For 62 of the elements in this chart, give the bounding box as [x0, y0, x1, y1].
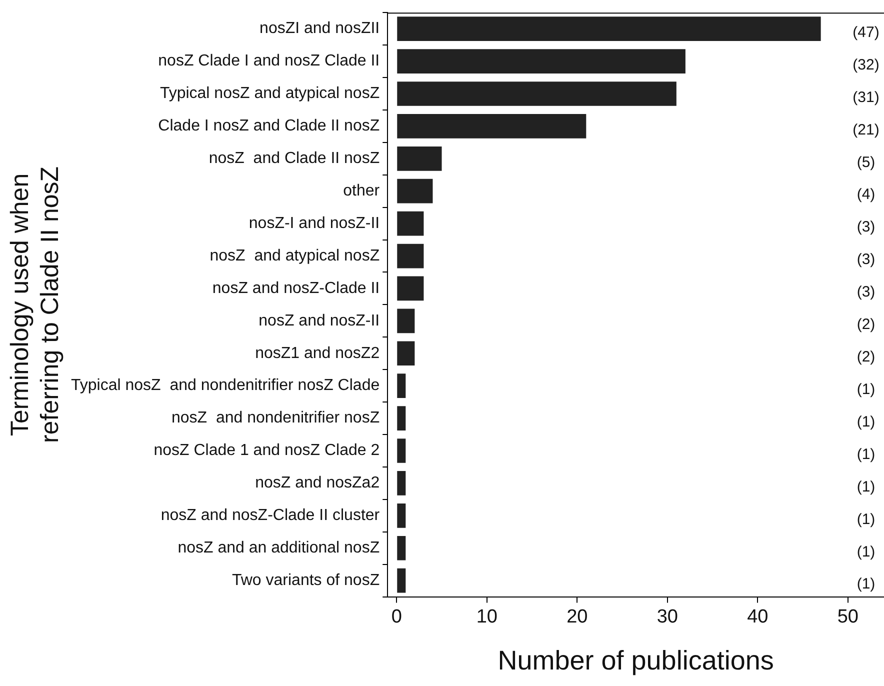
bar [397, 114, 586, 138]
data-label: (2) [856, 348, 876, 366]
bar [397, 471, 406, 496]
data-label: (3) [856, 218, 876, 236]
bar [397, 406, 406, 430]
y-tick-label: nosZ and nosZ-Clade II cluster [160, 507, 380, 524]
data-label: (32) [852, 56, 880, 74]
y-tick-label: nosZ1 and nosZ2 [255, 344, 380, 362]
data-label: (1) [856, 413, 876, 430]
data-label: (1) [856, 380, 876, 398]
y-tick-label: nosZ Clade I and nosZ Clade II [158, 52, 380, 70]
data-label: (1) [856, 543, 876, 560]
data-label: (1) [856, 478, 876, 496]
data-label: (4) [856, 186, 876, 204]
y-tick-label: nosZI and nosZII [260, 20, 380, 38]
x-tick-label: 30 [656, 606, 678, 628]
bar [397, 244, 424, 268]
data-label: (3) [856, 251, 876, 268]
y-tick-label: nosZ and an additional nosZ [178, 540, 380, 557]
x-tick-label: 40 [747, 606, 768, 628]
bar [397, 536, 406, 560]
y-tick-label: Two variants of nosZ [232, 572, 380, 589]
x-tick-label: 20 [566, 606, 588, 628]
x-tick-label: 10 [476, 606, 498, 628]
y-tick-label: nosZ and atypical nosZ [210, 247, 380, 264]
y-tick-label: Clade I nosZ and Clade II nosZ [158, 118, 380, 135]
bar [397, 341, 415, 366]
bar [397, 374, 406, 398]
bar [397, 49, 686, 74]
bar [397, 308, 415, 334]
x-axis-title: Number of publications [498, 645, 774, 676]
bar [397, 16, 821, 41]
x-tick-label: 50 [837, 606, 858, 628]
y-tick-label: Typical nosZ and nondenitrifier nosZ Clade [71, 377, 380, 394]
data-label: (2) [856, 316, 876, 334]
bar [397, 503, 406, 528]
bar [397, 438, 406, 463]
bar [397, 211, 424, 236]
x-tick-label: 0 [391, 606, 402, 628]
bar [397, 82, 676, 106]
bar [397, 568, 406, 593]
data-label: (1) [856, 510, 876, 528]
data-label: (47) [852, 24, 880, 41]
y-tick-label: nosZ and nosZa2 [255, 474, 380, 492]
bar [397, 178, 433, 204]
y-tick-label: nosZ-I and nosZ-II [248, 214, 380, 232]
data-label: (21) [852, 121, 880, 138]
y-tick-label: nosZ and Clade II nosZ [208, 150, 380, 168]
y-tick-label: nosZ Clade 1 and nosZ Clade 2 [154, 442, 380, 460]
y-tick-label: Typical nosZ and atypical nosZ [160, 85, 380, 102]
data-label: (1) [856, 446, 876, 463]
data-label: (5) [856, 154, 876, 171]
y-tick-label: other [343, 182, 380, 200]
data-label: (1) [856, 576, 876, 593]
y-tick-label: nosZ and nosZ-Clade II [212, 280, 380, 297]
data-label: (31) [852, 88, 880, 106]
bar [397, 276, 424, 301]
y-tick-label: nosZ and nondenitrifier nosZ [171, 410, 380, 427]
y-axis-title: Terminology used when referring to Clade II nosZ [6, 166, 64, 443]
data-label: (3) [856, 284, 876, 301]
y-tick-label: nosZ and nosZ-II [258, 312, 380, 330]
bar [397, 146, 442, 171]
